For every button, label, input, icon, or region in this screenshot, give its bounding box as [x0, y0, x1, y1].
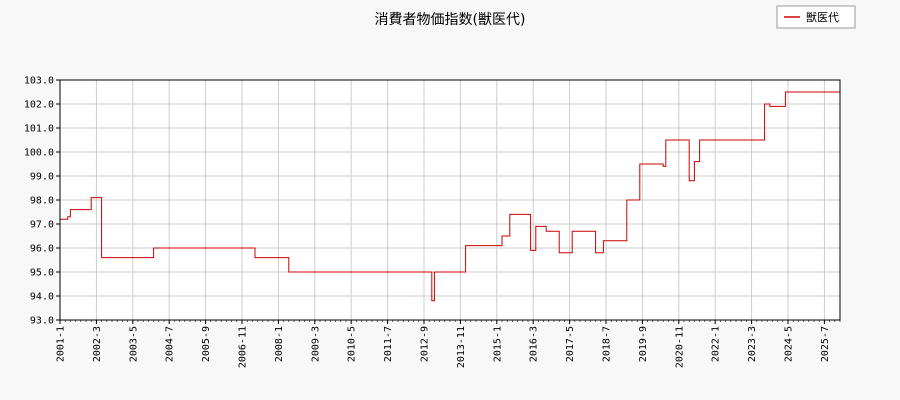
y-tick-label: 96.0	[30, 244, 54, 255]
series-line-veterinary	[60, 91, 840, 302]
y-tick-label: 93.0	[30, 316, 54, 327]
x-tick-label: 2017-5	[565, 326, 576, 362]
series-layer	[60, 91, 840, 302]
chart-title: 消費者物価指数(獣医代)	[375, 12, 526, 28]
y-axis: 93.0 94.0 95.0 96.0 97.0 98.0 99.0 100.0 101.0 10…	[24, 76, 60, 327]
x-tick-label: 2022-1	[711, 326, 722, 362]
x-tick-label: 2024-5	[784, 326, 795, 362]
x-tick-label: 2011-7	[383, 326, 394, 362]
y-tick-label: 101.0	[24, 124, 54, 135]
x-tick-label: 2025-7	[820, 326, 831, 362]
x-tick-label: 2005-9	[201, 326, 212, 362]
legend: 獣医代	[776, 5, 856, 29]
x-tick-label: 2012-9	[420, 326, 431, 362]
x-tick-label: 2020-11	[674, 326, 685, 368]
y-tick-label: 95.0	[30, 268, 54, 279]
x-tick-label: 2001-1	[56, 326, 67, 362]
y-tick-label: 97.0	[30, 220, 54, 231]
plot-frame	[59, 79, 841, 321]
x-tick-label: 2015-1	[492, 326, 503, 362]
legend-label: 獣医代	[806, 10, 839, 24]
y-tick-label: 99.0	[30, 172, 54, 183]
x-tick-label: 2010-5	[347, 326, 358, 362]
x-tick-label: 2013-11	[456, 326, 467, 368]
y-tick-label: 102.0	[24, 100, 54, 111]
x-tick-label: 2023-3	[747, 326, 758, 362]
x-tick-label: 2016-3	[529, 326, 540, 362]
x-tick-label: 2018-7	[602, 326, 613, 362]
y-tick-label: 103.0	[24, 76, 54, 87]
x-axis: 2001-1 2002-3 2003-5 2004-7 2005-9 2006-11 200…	[56, 320, 841, 368]
x-tick-label: 2006-11	[238, 326, 249, 368]
x-tick-label: 2003-5	[128, 326, 139, 362]
y-tick-label: 98.0	[30, 196, 54, 207]
x-tick-label: 2002-3	[92, 326, 103, 362]
x-tick-label: 2008-1	[274, 326, 285, 362]
y-tick-label: 100.0	[24, 148, 54, 159]
x-tick-label: 2009-3	[310, 326, 321, 362]
x-tick-label: 2019-9	[638, 326, 649, 362]
x-tick-label: 2004-7	[165, 326, 176, 362]
legend-box	[776, 5, 856, 29]
y-tick-label: 94.0	[30, 292, 54, 303]
